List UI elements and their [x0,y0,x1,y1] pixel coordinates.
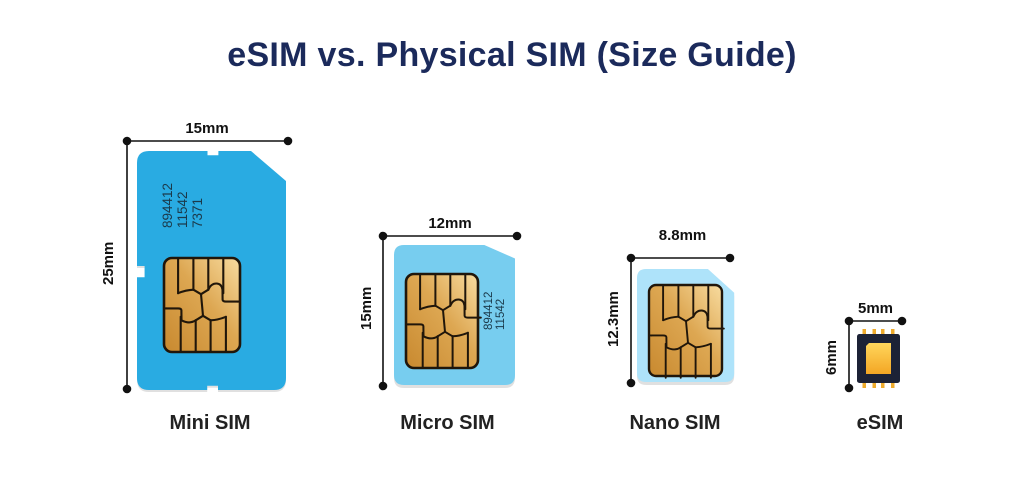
svg-text:894412: 894412 [483,292,495,330]
svg-text:11542: 11542 [175,191,190,228]
svg-text:11542: 11542 [495,299,507,330]
svg-text:7371: 7371 [190,198,205,228]
svg-text:894412: 894412 [160,183,175,228]
